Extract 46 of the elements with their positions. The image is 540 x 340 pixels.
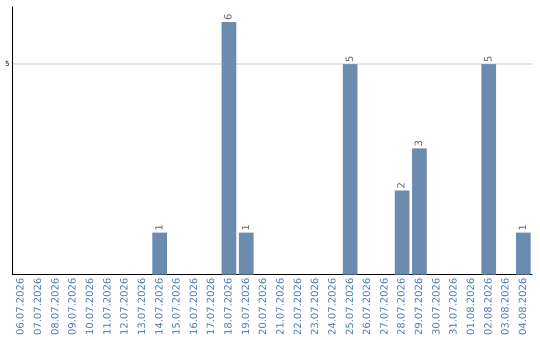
x-tick-label: 02.08.2026 bbox=[483, 278, 494, 336]
data-label: 6 bbox=[224, 14, 235, 20]
x-tick-label: 21.07.2026 bbox=[275, 278, 286, 336]
data-label: 1 bbox=[154, 224, 166, 231]
data-label: 5 bbox=[483, 56, 494, 62]
x-tick-label: 18.07.2026 bbox=[224, 278, 235, 336]
x-tick-label: 08.07.2026 bbox=[50, 278, 62, 336]
bar bbox=[516, 232, 531, 275]
x-tick-label: 25.07.2026 bbox=[344, 278, 356, 336]
x-tick-label: 22.07.2026 bbox=[292, 278, 304, 336]
x-tick-label: 10.07.2026 bbox=[84, 278, 96, 336]
bar bbox=[412, 148, 427, 275]
data-label: 5 bbox=[344, 56, 356, 62]
x-tick-label: 30.07.2026 bbox=[431, 278, 442, 336]
x-tick-label: 24.07.2026 bbox=[327, 278, 338, 336]
x-tick-label: 15.07.2026 bbox=[172, 278, 183, 336]
x-tick-label: 09.07.2026 bbox=[68, 278, 79, 336]
bar bbox=[394, 190, 410, 275]
x-tick-label: 16.07.2026 bbox=[188, 278, 200, 336]
x-tick-label: 03.08.2026 bbox=[500, 278, 512, 336]
x-tick-label: 14.07.2026 bbox=[154, 278, 166, 336]
bar bbox=[152, 232, 168, 275]
x-tick-label: 12.07.2026 bbox=[120, 278, 131, 336]
x-tick-label: 28.07.2026 bbox=[396, 278, 408, 336]
x-tick-label: 11.07.2026 bbox=[102, 278, 114, 336]
x-tick-label: 17.07.2026 bbox=[206, 278, 218, 336]
x-tick-label: 20.07.2026 bbox=[258, 278, 270, 336]
x-tick-label: 29.07.2026 bbox=[414, 278, 426, 336]
x-tick-label: 27.07.2026 bbox=[379, 278, 390, 336]
x-tick-label: 13.07.2026 bbox=[136, 278, 148, 336]
x-tick-label: 19.07.2026 bbox=[240, 278, 252, 336]
data-label: 1 bbox=[240, 224, 252, 231]
x-tick-label: 06.07.2026 bbox=[16, 278, 27, 336]
data-label: 1 bbox=[518, 224, 529, 231]
bar bbox=[238, 232, 254, 275]
bar bbox=[481, 64, 496, 275]
x-tick-label: 31.07.2026 bbox=[448, 278, 460, 336]
x-tick-label: 04.08.2026 bbox=[518, 278, 529, 336]
x-tick-label: 07.07.2026 bbox=[33, 278, 44, 336]
x-tick-label: 23.07.2026 bbox=[310, 278, 322, 336]
x-tick-label: 01.08.2026 bbox=[466, 278, 477, 336]
data-label: 3 bbox=[414, 140, 426, 146]
data-label: 2 bbox=[396, 182, 408, 188]
x-tick-label: 26.07.2026 bbox=[362, 278, 374, 336]
bar bbox=[222, 22, 236, 275]
bar bbox=[342, 64, 358, 275]
